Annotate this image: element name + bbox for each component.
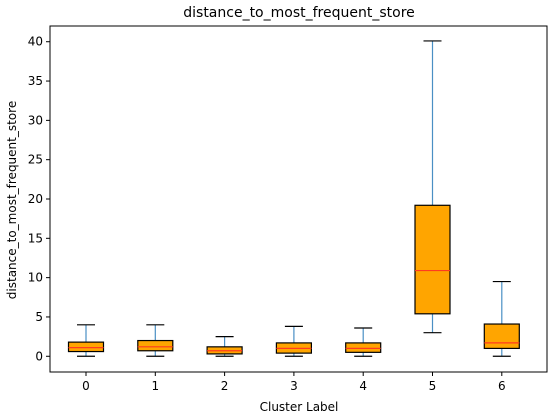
- x-axis-label: Cluster Label: [260, 400, 339, 414]
- box-cluster-5: [414, 40, 451, 334]
- iqr-box: [414, 204, 451, 315]
- box-series: [67, 40, 520, 357]
- y-tick-label: 35: [28, 74, 43, 88]
- y-tick-label: 25: [28, 153, 43, 167]
- y-tick-label: 30: [28, 113, 43, 127]
- y-tick-label: 15: [28, 231, 43, 245]
- x-tick-label: 2: [221, 379, 229, 393]
- x-axis-ticks: 0 1 2 3 4 5 6: [82, 372, 506, 393]
- box-cluster-6: [483, 280, 520, 357]
- y-tick-label: 20: [28, 192, 43, 206]
- iqr-box: [67, 341, 105, 353]
- x-tick-label: 3: [290, 379, 298, 393]
- x-tick-label: 4: [359, 379, 367, 393]
- y-axis-label: distance_to_most_frequent_store: [5, 101, 19, 299]
- box-cluster-3: [275, 325, 312, 357]
- box-cluster-1: [137, 324, 174, 357]
- y-tick-label: 10: [28, 271, 43, 285]
- chart-title: distance_to_most_frequent_store: [183, 5, 415, 21]
- iqr-box: [345, 342, 382, 353]
- y-axis-ticks: 0 5 10 15 20 25 30 35 40: [28, 35, 50, 363]
- y-tick-label: 0: [35, 349, 43, 363]
- iqr-box: [137, 339, 174, 352]
- x-tick-label: 0: [82, 379, 90, 393]
- iqr-box: [483, 323, 520, 350]
- x-tick-label: 5: [429, 379, 437, 393]
- x-tick-label: 6: [498, 379, 506, 393]
- plot-frame: [49, 25, 548, 373]
- x-tick-label: 1: [151, 379, 159, 393]
- y-tick-label: 40: [28, 35, 43, 49]
- box-cluster-4: [345, 327, 382, 357]
- y-tick-label: 5: [35, 310, 43, 324]
- box-cluster-0: [67, 324, 105, 357]
- box-cluster-2: [206, 336, 243, 357]
